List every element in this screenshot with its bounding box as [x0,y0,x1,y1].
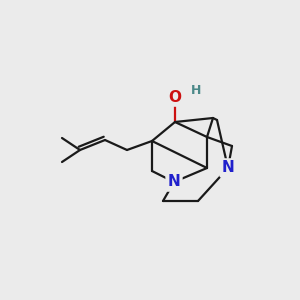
Text: N: N [222,160,234,175]
Text: H: H [191,83,201,97]
Text: O: O [169,89,182,104]
Text: N: N [168,175,180,190]
